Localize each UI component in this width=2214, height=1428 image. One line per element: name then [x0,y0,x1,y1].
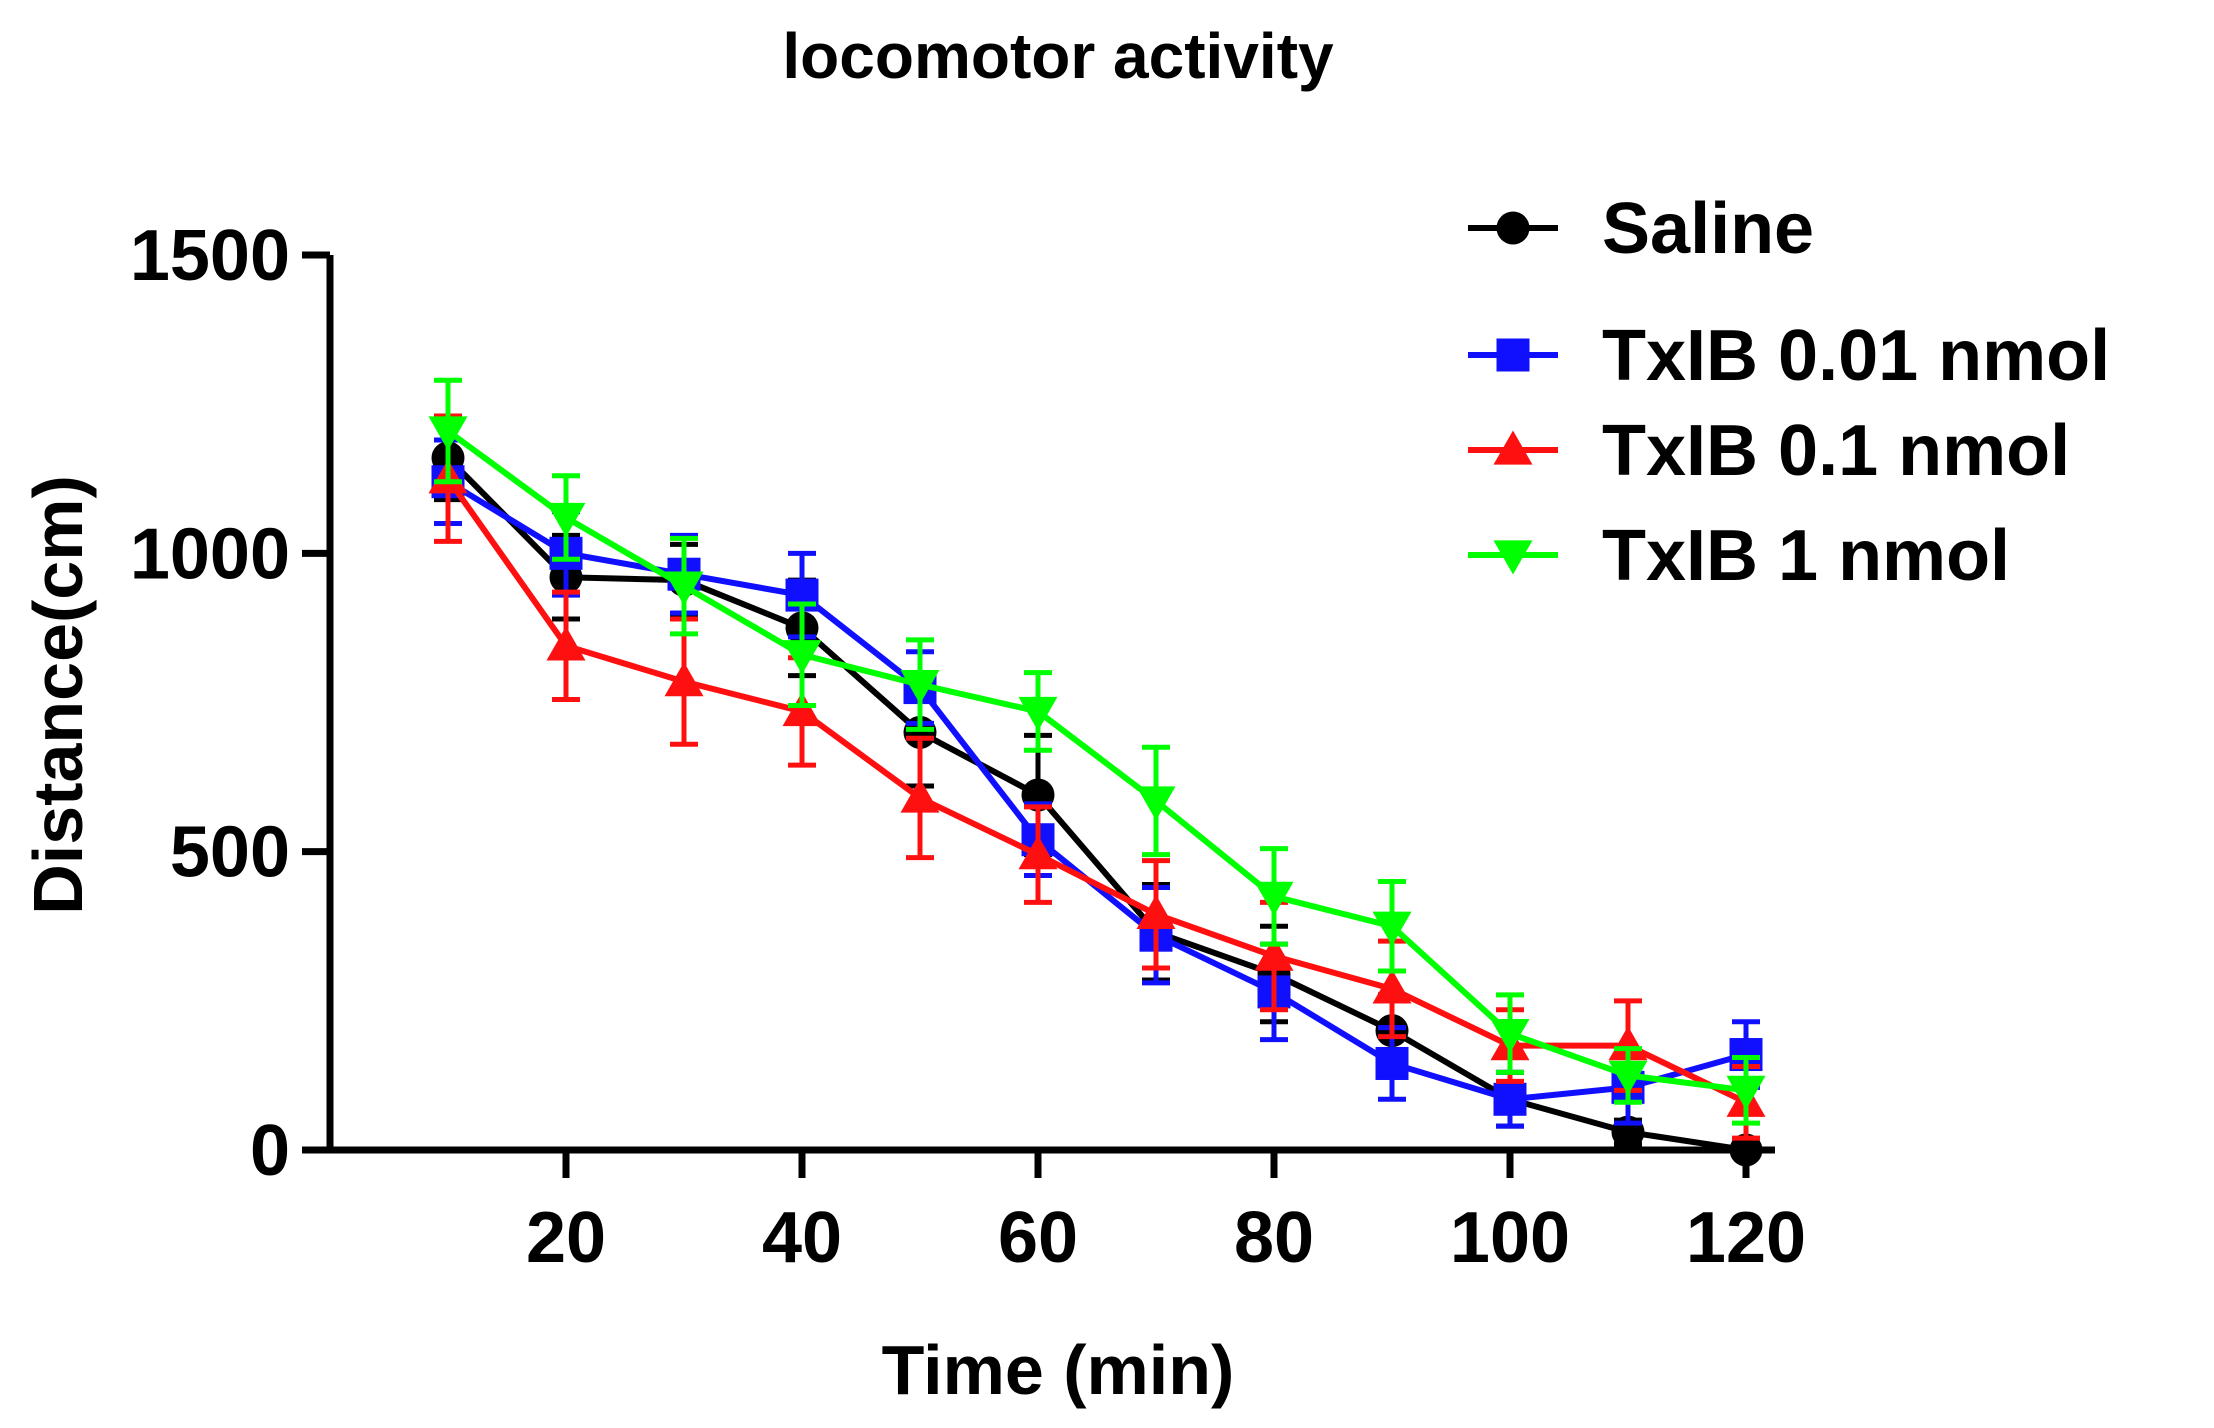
legend-label: Saline [1602,189,1814,269]
x-tick-label: 40 [762,1198,842,1278]
data-point [546,502,586,538]
y-tick-label: 500 [170,813,290,893]
data-point [1018,696,1058,731]
data-point [1372,911,1412,946]
series-2 [431,437,1763,1129]
legend-label: TxIB 0.01 nmol [1602,316,2110,396]
y-tick-label: 1000 [130,514,290,594]
x-tick-label: 20 [526,1198,606,1278]
data-point [664,571,704,606]
data-point [1372,969,1412,1004]
data-point [664,662,704,697]
data-point [1493,1082,1527,1116]
x-axis-label: Time (min) [882,1331,1235,1409]
data-point [1608,1060,1648,1095]
data-point [1726,1075,1766,1110]
legend-item-1: Saline [1468,189,1814,269]
data-point [900,778,940,813]
data-point [1254,936,1294,971]
data-point [1136,786,1176,821]
data-point [428,416,468,451]
data-point [1375,1046,1409,1080]
legend-marker [1496,211,1530,245]
axes: 0 500 1000 1500 20 40 60 80 100 120 [130,216,1806,1278]
data-point [1254,881,1294,916]
series-layer [428,377,1766,1167]
data-point [1729,1133,1763,1167]
data-point [546,626,586,661]
legend: Saline TxIB 0.01 nmol TxIB 0.1 nmol TxIB 1 … [1468,189,2110,596]
series-line [445,455,1747,1153]
y-tick-label: 1500 [130,216,290,296]
x-tick-label: 100 [1450,1198,1570,1278]
legend-label: TxIB 1 nmol [1602,516,2010,596]
legend-marker [1496,338,1530,372]
x-tick-label: 80 [1234,1198,1314,1278]
data-point [900,669,940,705]
legend-marker [1493,540,1533,575]
data-point [1608,1026,1648,1061]
x-tick-label: 120 [1686,1198,1806,1278]
series-line [446,428,1747,1094]
legend-item-2: TxIB 0.01 nmol [1468,316,2110,396]
y-tick-label: 0 [250,1111,290,1191]
series-3 [428,413,1766,1141]
y-axis-label: Distance(cm) [19,475,97,915]
data-point [782,640,822,675]
legend-marker [1493,430,1533,465]
legend-label: TxIB 0.1 nmol [1602,411,2070,491]
series-line [445,477,1748,1105]
data-point [1018,835,1058,870]
series-4 [428,377,1766,1126]
x-tick-label: 60 [998,1198,1078,1278]
data-point [1136,894,1176,929]
chart-title: locomotor activity [782,20,1334,92]
data-point [1490,1019,1530,1054]
series-line [446,479,1747,1103]
legend-item-4: TxIB 1 nmol [1468,516,2010,596]
data-point [782,691,822,727]
legend-item-3: TxIB 0.1 nmol [1468,411,2070,491]
